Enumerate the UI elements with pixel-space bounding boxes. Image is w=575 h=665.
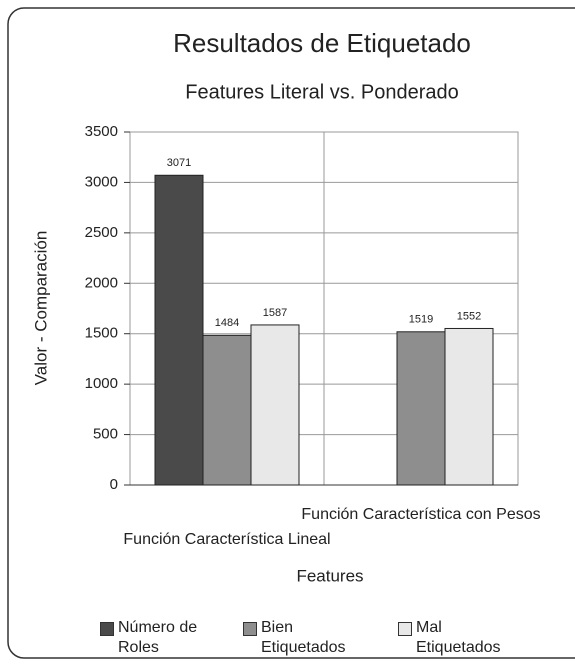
bar	[250, 324, 300, 486]
legend-label: Bien Etiquetados	[261, 619, 346, 656]
x-axis-title: Features	[296, 566, 363, 585]
legend-swatch	[243, 622, 257, 636]
chart-subtitle: Features Literal vs. Ponderado	[185, 81, 459, 103]
legend-label: Mal Etiquetados	[416, 619, 501, 656]
bar	[444, 327, 494, 486]
y-axis-title: Valor - Comparación	[31, 231, 50, 386]
y-tick-label: 500	[93, 426, 118, 443]
value-label: 1519	[409, 314, 433, 326]
y-tick-label: 0	[110, 476, 118, 493]
y-tick-label: 1500	[85, 325, 118, 342]
x-tick-label: Función Característica con Pesos	[301, 506, 540, 523]
bar	[154, 174, 204, 486]
value-label: 1587	[263, 307, 287, 319]
legend-label: Número de Roles	[118, 619, 198, 656]
legend-item: Mal Etiquetados	[398, 618, 516, 658]
chart-title: Resultados de Etiquetado	[173, 28, 471, 58]
value-label: 1484	[215, 317, 239, 329]
bar	[202, 334, 252, 486]
value-label: 3071	[167, 157, 191, 169]
y-tick-label: 1000	[85, 375, 118, 392]
value-label: 1552	[457, 310, 481, 322]
bar	[396, 331, 446, 486]
x-tick-label: Función Característica Lineal	[123, 531, 330, 548]
y-tick-label: 2500	[85, 224, 118, 241]
legend-swatch	[100, 622, 114, 636]
y-tick-label: 3500	[85, 123, 118, 140]
legend-item: Número de Roles	[100, 618, 218, 658]
legend-item: Bien Etiquetados	[243, 618, 361, 658]
y-tick-label: 3000	[85, 173, 118, 190]
y-tick-label: 2000	[85, 274, 118, 291]
legend-swatch	[398, 622, 412, 636]
frame	[7, 7, 575, 659]
